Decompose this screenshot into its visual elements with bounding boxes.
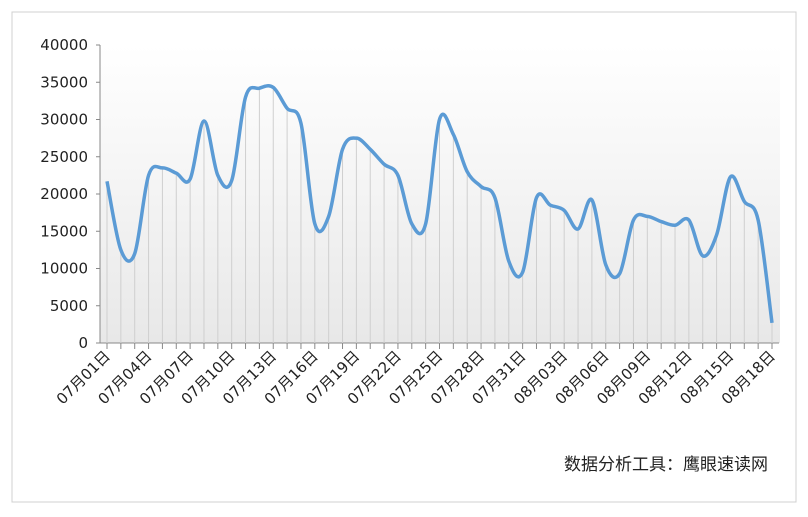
y-tick-label: 5000 [50,297,88,315]
y-tick-label: 35000 [40,73,88,91]
line [105,84,774,324]
annotation: 数据分析工具：鹰眼速读网 [564,455,768,475]
y-tick-label: 20000 [40,185,88,203]
y-tick-label: 10000 [40,260,88,278]
y-tick-label: 15000 [40,222,88,240]
y-tick-label: 30000 [40,111,88,129]
y-tick-label: 40000 [40,36,88,54]
y-tick-label: 0 [78,334,88,352]
y-tick-label: 25000 [40,148,88,166]
